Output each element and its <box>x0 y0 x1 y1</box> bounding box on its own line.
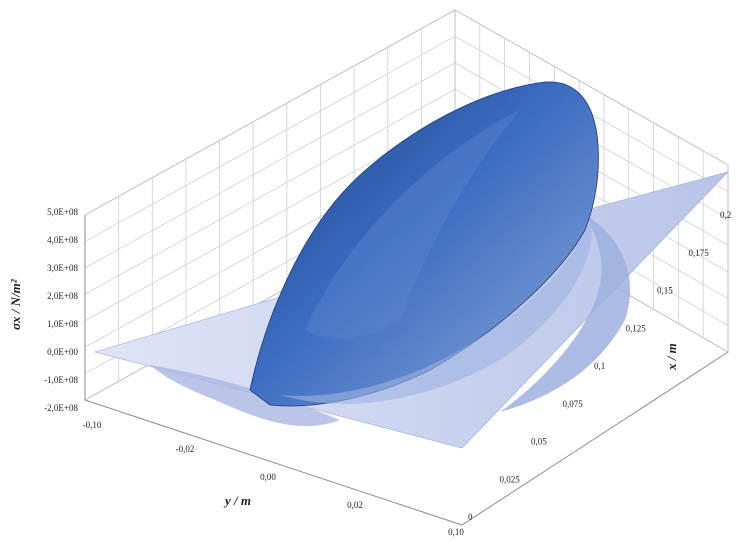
z-tick-label: 0,0E+00 <box>47 347 78 357</box>
x-axis-ticks: 0 0,025 0,05 0,075 0,1 0,125 0,15 0,175 0,2 <box>468 210 731 522</box>
y-axis-title: y / m <box>223 493 251 508</box>
z-tick-label: 5,0E+08 <box>47 207 78 217</box>
x-tick-label: 0,125 <box>626 323 647 333</box>
x-tick-label: 0,075 <box>563 399 584 409</box>
z-tick-label: -2,0E+08 <box>44 403 78 413</box>
x-tick-label: 0,2 <box>720 210 731 220</box>
x-tick-label: 0,05 <box>531 437 547 447</box>
surface-trough-right <box>500 215 631 412</box>
z-tick-label: 3,0E+08 <box>47 263 78 273</box>
z-tick-label: -1,0E+08 <box>44 375 78 385</box>
y-tick-label: -0,10 <box>83 420 102 430</box>
surface-trough-left <box>150 365 340 427</box>
box-edges <box>84 215 729 526</box>
x-tick-label: 0,025 <box>500 474 521 484</box>
y-tick-label: 0,10 <box>448 527 464 537</box>
grid-line <box>84 88 456 295</box>
x-tick-label: 0,175 <box>689 248 710 258</box>
surface-ridge-highlight <box>305 110 520 339</box>
y-tick-label: 0,00 <box>260 472 276 482</box>
grid-line <box>84 36 456 242</box>
x-tick-label: 0,15 <box>657 286 673 296</box>
surface-ridge-shoulder <box>280 220 592 404</box>
y-tick-label: 0,02 <box>347 500 363 510</box>
z-axis-ticks: 5,0E+08 4,0E+08 3,0E+08 2,0E+08 1,0E+08 0,0E+… <box>44 207 78 413</box>
grid-line <box>84 62 456 269</box>
x-axis-title: x / m <box>664 343 679 371</box>
y-axis-ticks: -0,10 -0,02 0,00 0,02 0,10 <box>83 420 465 537</box>
z-tick-label: 1,0E+08 <box>47 319 78 329</box>
z-tick-label: 2,0E+08 <box>47 291 78 301</box>
x-tick-label: 0,1 <box>594 361 605 371</box>
y-tick-label: -0,02 <box>176 444 195 454</box>
z-axis-title: σx / N/m² <box>8 278 23 330</box>
x-tick-label: 0 <box>468 512 473 522</box>
z-tick-label: 4,0E+08 <box>47 235 78 245</box>
